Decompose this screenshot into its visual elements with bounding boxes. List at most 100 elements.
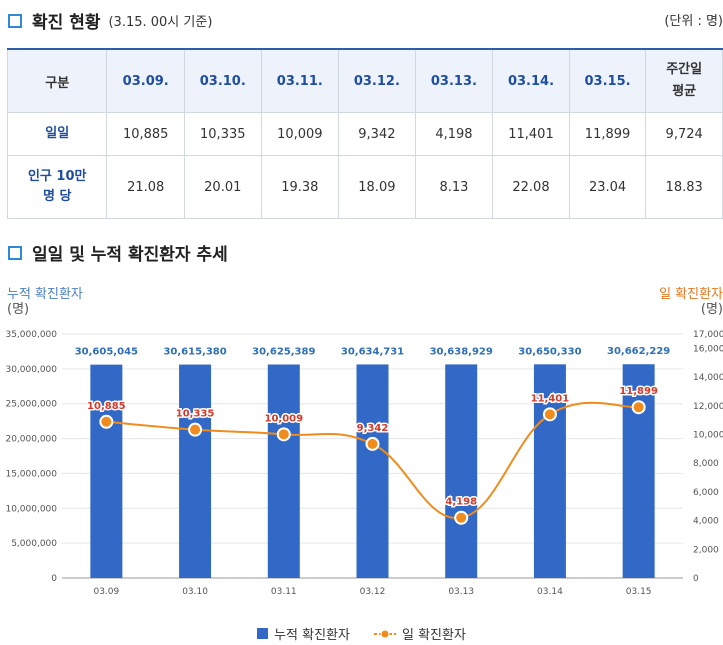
line-value-label: 4,198 — [445, 497, 477, 508]
left-tick-label: 30,000,000 — [5, 365, 57, 375]
legend-item-line[interactable]: 일 확진환자 — [373, 624, 466, 643]
header-cell: 03.15. — [568, 48, 647, 113]
unit-label: (단위 : 명) — [664, 14, 723, 29]
table-cell: 10,009 — [260, 112, 340, 156]
line-value-label: 11,401 — [531, 393, 570, 404]
bar — [445, 364, 478, 578]
table-row: 일일 10,885 10,335 10,009 9,342 4,198 11,4… — [6, 112, 723, 156]
legend-item-bar[interactable]: 누적 확진환자 — [257, 624, 350, 643]
bar — [622, 364, 655, 578]
right-tick-label: 6,000 — [693, 488, 719, 498]
right-tick-label: 17,000 — [693, 330, 723, 340]
table-cell: 11,401 — [492, 112, 570, 156]
bar-value-label: 30,615,380 — [163, 347, 226, 358]
square-bullet-icon — [8, 245, 22, 260]
legend-label: 일 확진환자 — [401, 628, 466, 643]
x-tick-label: 03.10 — [182, 587, 208, 597]
line-value-label: 11,899 — [619, 386, 658, 397]
bar — [179, 364, 212, 578]
table-row: 인구 10만 명 당 21.08 20.01 19.38 18.09 8.13 … — [6, 155, 723, 219]
left-tick-label: 20,000,000 — [5, 435, 57, 445]
line-value-label: 10,335 — [176, 409, 215, 420]
table-header-row: 구분 03.09. 03.10. 03.11. 03.12. 03.13. 03… — [6, 48, 723, 113]
table-cell: 18.83 — [645, 155, 723, 219]
table-cell: 20.01 — [183, 155, 262, 219]
table-cell: 10,885 — [106, 112, 185, 156]
line-point — [631, 400, 646, 415]
table-cell: 10,335 — [183, 112, 262, 156]
x-tick-label: 03.13 — [448, 587, 474, 597]
left-tick-label: 5,000,000 — [11, 539, 57, 549]
right-tick-label: 16,000 — [693, 344, 723, 354]
bar-value-label: 30,638,929 — [430, 346, 493, 357]
header-cell: 03.13. — [414, 48, 494, 113]
left-axis-title: 누적 확진환자 — [7, 287, 83, 302]
x-tick-label: 03.11 — [271, 587, 297, 597]
header-cell: 구분 — [6, 48, 108, 113]
left-tick-label: 10,000,000 — [5, 504, 57, 514]
line-value-label: 9,342 — [357, 423, 389, 434]
line-point — [188, 422, 203, 437]
table-cell: 22.08 — [492, 155, 570, 219]
header-cell: 03.12. — [338, 48, 416, 113]
line-point — [365, 436, 380, 451]
bar-value-label: 30,605,045 — [75, 347, 138, 358]
right-tick-label: 0 — [693, 574, 699, 584]
legend-label: 누적 확진환자 — [274, 628, 350, 643]
trend-chart: 누적 확진환자(명)일 확진환자(명)05,000,00010,000,0001… — [5, 287, 723, 597]
table-cell: 19.38 — [260, 155, 340, 219]
line-point — [276, 427, 291, 442]
right-tick-label: 8,000 — [693, 459, 719, 469]
header-cell: 03.10. — [183, 48, 262, 113]
status-table: 구분 03.09. 03.10. 03.11. 03.12. 03.13. 03… — [6, 48, 723, 219]
chart-legend: 누적 확진환자 일 확진환자 — [0, 624, 723, 643]
left-axis-unit: (명) — [7, 302, 29, 317]
line-point — [99, 414, 114, 429]
bar — [90, 364, 123, 578]
header-cell: 03.09. — [106, 48, 185, 113]
table-cell: 9,342 — [338, 112, 416, 156]
bar-value-label: 30,662,229 — [607, 346, 670, 357]
square-bullet-icon — [8, 13, 22, 28]
bar — [356, 364, 389, 578]
right-tick-label: 2,000 — [693, 545, 719, 555]
section-title: 확진 현황 — [32, 13, 101, 33]
x-tick-label: 03.09 — [93, 587, 119, 597]
table-cell: 4,198 — [414, 112, 494, 156]
line-value-label: 10,885 — [87, 401, 126, 412]
table-cell: 18.09 — [338, 155, 416, 219]
bar-value-label: 30,625,389 — [252, 346, 315, 357]
table-cell: 8.13 — [414, 155, 494, 219]
legend-line-swatch — [373, 629, 396, 638]
right-tick-label: 4,000 — [693, 517, 719, 527]
line-point — [454, 510, 469, 525]
x-tick-label: 03.15 — [626, 587, 652, 597]
right-tick-label: 14,000 — [693, 373, 723, 383]
bar — [533, 364, 566, 578]
section-header-trend: 일일 및 누적 확진환자 추세 — [8, 240, 228, 265]
bar — [267, 364, 300, 578]
table-cell: 23.04 — [568, 155, 647, 219]
line-value-label: 10,009 — [264, 413, 303, 424]
bar-value-label: 30,650,330 — [518, 346, 581, 357]
header-cell: 03.14. — [492, 48, 570, 113]
section-header-status: 확진 현황 (3.15. 00시 기준) — [8, 8, 212, 33]
left-tick-label: 35,000,000 — [5, 330, 57, 340]
table-cell: 21.08 — [106, 155, 185, 219]
legend-bar-swatch — [257, 628, 269, 639]
left-tick-label: 15,000,000 — [5, 469, 57, 479]
x-tick-label: 03.14 — [537, 587, 563, 597]
header-cell: 03.11. — [260, 48, 340, 113]
left-tick-label: 25,000,000 — [5, 400, 57, 410]
section-title: 일일 및 누적 확진환자 추세 — [32, 245, 228, 265]
right-axis-unit: (명) — [701, 302, 723, 317]
table-cell: 11,899 — [568, 112, 647, 156]
right-tick-label: 12,000 — [693, 402, 723, 412]
row-header: 인구 10만 명 당 — [6, 155, 108, 219]
table-cell: 9,724 — [645, 112, 723, 156]
header-cell-weekly-average: 주간일 평균 — [645, 48, 723, 113]
row-header: 일일 — [6, 112, 108, 156]
right-tick-label: 10,000 — [693, 430, 723, 440]
x-tick-label: 03.12 — [360, 587, 386, 597]
bar-value-label: 30,634,731 — [341, 346, 404, 357]
